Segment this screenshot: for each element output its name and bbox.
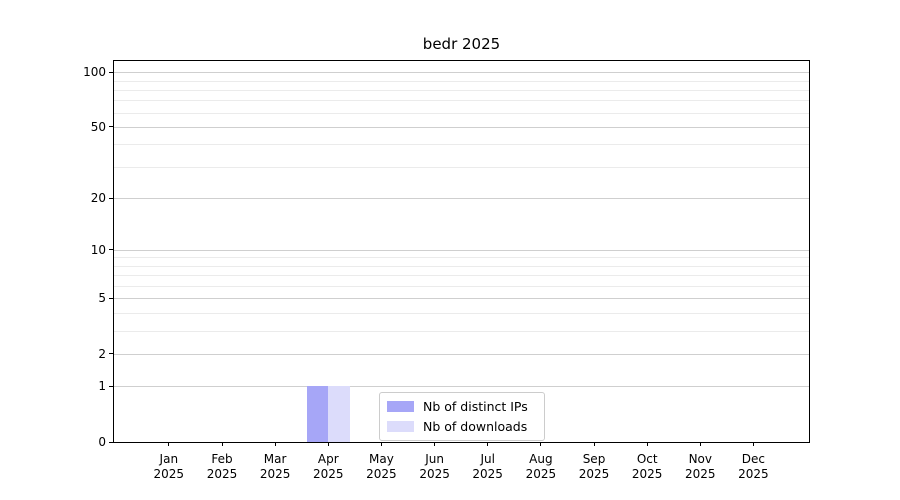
x-tick-label: Feb 2025	[186, 452, 258, 482]
x-tick-year: 2025	[366, 467, 397, 481]
x-tick-month: Jun	[425, 452, 444, 466]
legend-label-distinct-ips: Nb of distinct IPs	[423, 399, 528, 414]
x-tick-label: Nov 2025	[664, 452, 736, 482]
y-tick-mark	[109, 249, 113, 251]
x-tick-month: Dec	[741, 452, 765, 466]
x-tick-month: Oct	[636, 452, 658, 466]
x-tick-year: 2025	[578, 467, 610, 481]
gridline-minor	[114, 313, 809, 314]
gridline-major	[114, 353, 809, 355]
gridline-minor	[114, 100, 809, 102]
y-tick-label: 1	[98, 379, 106, 394]
gridline-minor	[114, 166, 809, 168]
gridline-major	[114, 72, 809, 74]
gridline-minor	[114, 112, 809, 114]
x-tick-label: Sep 2025	[558, 452, 630, 482]
x-tick-mark	[593, 442, 595, 446]
gridline-minor	[114, 257, 809, 259]
x-tick-label: Dec 2025	[717, 452, 789, 482]
plot-area: Nb of distinct IPs Nb of downloads 100 50…	[83, 60, 810, 481]
x-tick-label: Mar 2025	[239, 452, 311, 482]
x-tick-year: 2025	[685, 467, 716, 481]
x-tick-label: Oct 2025	[611, 452, 683, 482]
x-tick-label: Apr 2025	[292, 452, 364, 482]
x-tick-year: 2025	[738, 467, 769, 481]
x-tick-year: 2025	[313, 467, 344, 481]
x-tick-mark	[487, 442, 489, 446]
gridline-major	[114, 198, 809, 199]
x-tick-month: Feb	[211, 452, 233, 466]
gridline-minor	[114, 275, 809, 277]
legend-item-downloads: Nb of downloads	[387, 419, 536, 434]
x-tick-label: Jun 2025	[399, 452, 471, 482]
gridline-major	[114, 249, 809, 251]
x-tick-month: Apr	[317, 452, 339, 466]
y-tick-mark	[109, 297, 113, 299]
chart-title: bedr 2025	[422, 35, 501, 53]
x-tick-mark	[699, 442, 701, 446]
x-tick-mark	[168, 442, 170, 446]
y-tick-mark	[109, 126, 113, 128]
y-tick-mark	[109, 385, 113, 387]
x-tick-mark	[221, 442, 223, 446]
y-tick-mark	[109, 441, 113, 443]
x-tick-month: Jan	[159, 452, 179, 466]
x-tick-month: Jul	[480, 452, 495, 466]
y-tick-label: 0	[98, 435, 106, 449]
y-tick-label: 2	[98, 346, 106, 361]
x-tick-mark	[274, 442, 276, 446]
legend: Nb of distinct IPs Nb of downloads	[379, 392, 545, 441]
gridline-major	[114, 386, 809, 388]
x-tick-year: 2025	[631, 467, 663, 481]
legend-label-downloads: Nb of downloads	[423, 419, 528, 434]
x-tick-year: 2025	[472, 467, 503, 481]
gridline-major	[114, 298, 809, 300]
x-tick-month: Sep	[582, 452, 606, 466]
x-tick-year: 2025	[419, 467, 450, 481]
legend-swatch-downloads-icon	[387, 421, 414, 432]
gridline-minor	[114, 144, 809, 146]
x-tick-mark	[540, 442, 542, 446]
gridline-major	[114, 126, 809, 128]
y-tick-label: 10	[90, 242, 106, 257]
gridline-minor	[114, 286, 809, 287]
x-tick-month: Nov	[688, 452, 712, 466]
x-tick-mark	[646, 442, 648, 446]
x-tick-year: 2025	[153, 467, 185, 481]
gridline-minor	[114, 80, 809, 82]
x-tick-label: May 2025	[345, 452, 417, 482]
x-tick-year: 2025	[525, 467, 557, 481]
x-tick-mark	[752, 442, 754, 446]
gridline-minor	[114, 89, 809, 91]
x-tick-mark	[327, 442, 329, 446]
x-tick-month: May	[368, 452, 394, 466]
legend-item-distinct-ips: Nb of distinct IPs	[387, 399, 536, 414]
y-tick-mark	[109, 71, 113, 73]
x-tick-mark	[380, 442, 382, 446]
x-tick-year: 2025	[259, 467, 291, 481]
x-tick-label: Jul 2025	[452, 452, 524, 482]
gridline-minor	[114, 265, 809, 267]
y-tick-label: 5	[98, 291, 106, 306]
y-tick-mark	[109, 353, 113, 355]
y-tick-mark	[109, 197, 113, 199]
x-tick-month: Aug	[529, 452, 553, 466]
bar-nb-of-downloads-apr	[328, 386, 350, 442]
x-tick-month: Mar	[263, 452, 287, 466]
x-tick-label: Aug 2025	[505, 452, 577, 482]
legend-swatch-distinct-ips-icon	[387, 401, 414, 412]
y-tick-label: 20	[90, 191, 106, 205]
y-tick-label: 100	[83, 65, 106, 80]
x-tick-label: Jan 2025	[133, 452, 205, 482]
gridline-minor	[114, 330, 809, 332]
x-tick-year: 2025	[206, 467, 238, 481]
x-tick-mark	[434, 442, 436, 446]
y-tick-label: 50	[90, 119, 106, 134]
bar-nb-of-distinct-ips-apr	[307, 386, 329, 442]
